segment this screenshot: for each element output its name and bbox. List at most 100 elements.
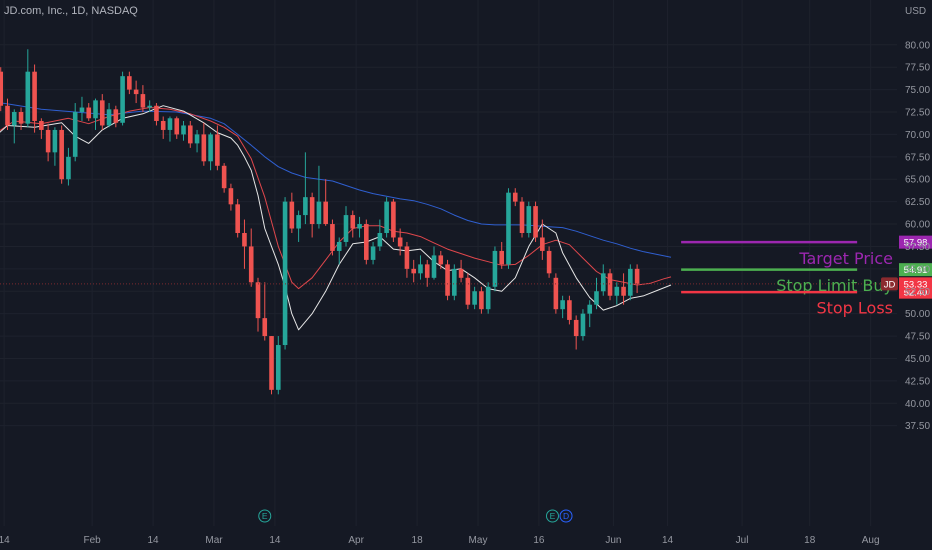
- candle-body: [99, 100, 105, 126]
- symbol-tag: [881, 277, 898, 291]
- candle-body: [404, 246, 410, 269]
- candle-body: [208, 134, 213, 162]
- candle-body: [181, 125, 186, 135]
- candle: [546, 246, 552, 278]
- candle: [587, 300, 593, 328]
- level-stop-limit-buy[interactable]: Stop Limit Buy 54.91: [681, 263, 932, 295]
- level-target-price[interactable]: Target Price 57.98: [681, 235, 932, 268]
- candle: [404, 241, 410, 278]
- event-marker[interactable]: E: [258, 509, 272, 523]
- candle: [553, 273, 559, 314]
- event-label: E: [550, 511, 556, 521]
- candle: [276, 336, 281, 395]
- candle: [289, 192, 295, 234]
- x-tick-label: 14: [0, 535, 10, 546]
- candle: [221, 163, 227, 193]
- candle-body: [289, 201, 295, 229]
- candle: [431, 246, 437, 280]
- candle: [174, 116, 180, 139]
- candle: [438, 250, 444, 269]
- candle-body: [147, 105, 152, 108]
- candle-body: [32, 71, 37, 121]
- candle: [18, 107, 24, 130]
- x-tick-label: 14: [147, 535, 159, 546]
- candle: [336, 237, 342, 265]
- candle: [370, 241, 376, 265]
- candle: [391, 198, 396, 242]
- y-tick-label: 57.50: [905, 242, 930, 253]
- candle: [52, 127, 58, 166]
- candle: [316, 165, 322, 229]
- candle: [181, 120, 186, 141]
- price-tag: [899, 277, 932, 291]
- time-axis[interactable]: 14 Feb 14 Mar 14 Apr 18 May 16 Jun 14 Jul 18 Aug: [0, 535, 880, 546]
- candle-body: [120, 76, 125, 123]
- candle-body: [140, 94, 146, 108]
- candle: [323, 179, 328, 226]
- candle: [127, 71, 132, 95]
- y-tick-label: 55.00: [905, 264, 930, 275]
- candle: [66, 147, 71, 186]
- event-marker[interactable]: E: [545, 509, 559, 523]
- candle-body: [343, 215, 349, 242]
- candle: [59, 125, 64, 184]
- candle-body: [600, 273, 606, 292]
- candle: [282, 197, 288, 350]
- candle-body: [614, 286, 620, 296]
- candle-body: [594, 291, 599, 305]
- candle-body: [323, 201, 328, 225]
- candle: [492, 246, 498, 292]
- candle: [140, 85, 146, 113]
- event-marker[interactable]: D: [559, 509, 573, 523]
- candle-body: [540, 237, 545, 251]
- candle: [377, 219, 383, 251]
- candle: [607, 268, 613, 301]
- candle-body: [45, 129, 51, 153]
- candle-body: [397, 237, 403, 247]
- level-annotation: Stop Loss: [816, 298, 893, 317]
- level-price-tag: [899, 263, 932, 277]
- price-axis[interactable]: 37.50 40.00 42.50 45.00 47.50 50.00 52.50 55.00…: [905, 40, 930, 432]
- level-annotation: Target Price: [798, 249, 893, 268]
- x-tick-label: 14: [662, 535, 674, 546]
- x-tick-label: Jul: [736, 535, 749, 546]
- candle-body: [458, 268, 464, 278]
- candle-body: [11, 112, 17, 126]
- candle: [567, 295, 572, 325]
- candle: [628, 264, 633, 301]
- candle: [39, 118, 44, 139]
- candle: [533, 201, 538, 242]
- candle: [580, 309, 586, 341]
- candle: [5, 98, 10, 130]
- candle-body: [309, 197, 315, 225]
- candle: [397, 228, 403, 256]
- candle: [343, 206, 349, 247]
- candle-body: [187, 125, 193, 144]
- event-circle[interactable]: [559, 509, 573, 523]
- candle-body: [472, 291, 477, 305]
- event-circle[interactable]: [258, 509, 272, 523]
- level-price-tag: [899, 235, 932, 249]
- candle-body: [492, 250, 498, 287]
- candle: [330, 219, 335, 256]
- x-tick-label: Jun: [605, 535, 621, 546]
- candle-body: [39, 120, 44, 130]
- candle: [357, 216, 362, 238]
- x-tick-label: 14: [269, 535, 281, 546]
- candle-body: [330, 224, 335, 251]
- candle: [350, 210, 356, 238]
- price-label: 53.33: [904, 279, 928, 290]
- x-tick-label: 18: [804, 535, 816, 546]
- candle-body: [573, 319, 579, 337]
- level-annotation: Stop Limit Buy: [776, 276, 893, 295]
- candle: [309, 192, 315, 238]
- y-tick-label: 60.00: [905, 220, 930, 231]
- y-tick-label: 75.00: [905, 85, 930, 96]
- event-circle[interactable]: [545, 509, 559, 523]
- candle-body: [221, 165, 227, 189]
- candle: [364, 219, 369, 265]
